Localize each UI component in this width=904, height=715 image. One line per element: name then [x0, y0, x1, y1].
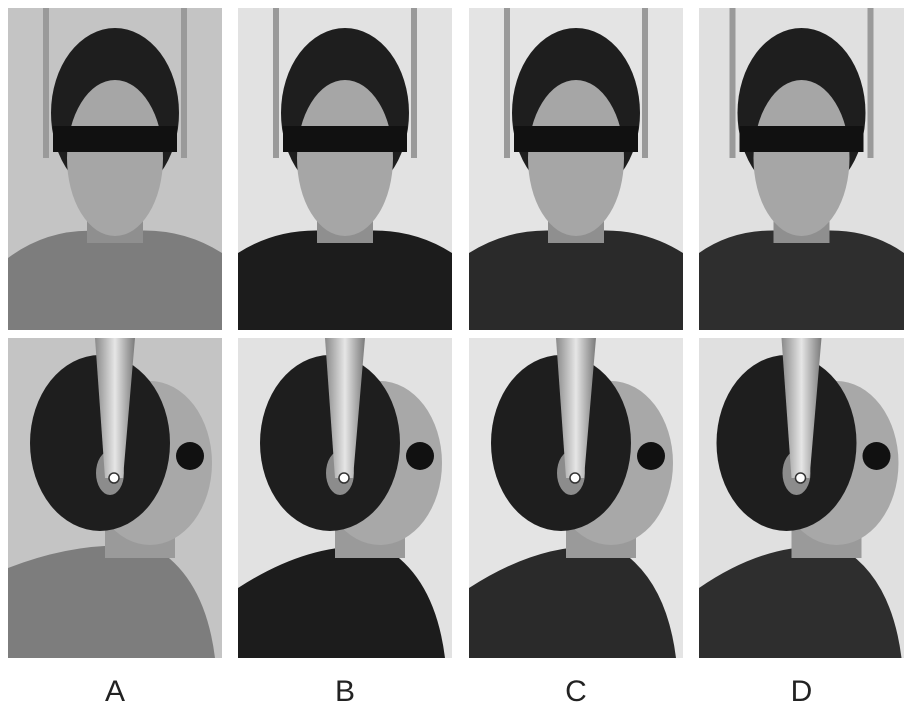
- headrest-left: [730, 8, 736, 158]
- profile-photo: [8, 338, 222, 658]
- eye-mask: [863, 442, 891, 470]
- shoulders: [699, 231, 904, 331]
- eye-mask: [283, 126, 407, 152]
- frontal-photo: [699, 8, 904, 330]
- face: [67, 80, 163, 236]
- eye-mask: [514, 126, 638, 152]
- frontal-photo: [8, 8, 222, 330]
- profile-photo: [469, 338, 683, 658]
- shoulders: [238, 231, 452, 331]
- face: [528, 80, 624, 236]
- ear-rod-tip: [339, 473, 349, 483]
- headrest-right: [411, 8, 417, 158]
- eye-mask: [176, 442, 204, 470]
- profile-photo: [699, 338, 904, 658]
- headrest-right: [642, 8, 648, 158]
- ear-rod-tip: [109, 473, 119, 483]
- ear-rod-tip: [796, 473, 806, 483]
- headrest-left: [273, 8, 279, 158]
- shoulders: [8, 231, 222, 331]
- headrest-right: [181, 8, 187, 158]
- panel-label: B: [335, 675, 355, 708]
- figure: A B C D: [0, 0, 904, 715]
- shoulders: [469, 231, 683, 331]
- panel-label: C: [565, 675, 587, 708]
- profile-photo: [238, 338, 452, 658]
- headrest-left: [43, 8, 49, 158]
- eye-mask: [406, 442, 434, 470]
- eye-mask: [53, 126, 177, 152]
- eye-mask: [740, 126, 864, 152]
- headrest-right: [868, 8, 874, 158]
- eye-mask: [637, 442, 665, 470]
- frontal-photo: [469, 8, 683, 330]
- frontal-photo: [238, 8, 452, 330]
- panel-label: D: [791, 675, 813, 708]
- page: ABCD (() => { const data = JSON.parse(do…: [0, 0, 904, 715]
- face: [297, 80, 393, 236]
- face: [754, 80, 850, 236]
- ear-rod-tip: [570, 473, 580, 483]
- panel-label: A: [105, 675, 125, 708]
- headrest-left: [504, 8, 510, 158]
